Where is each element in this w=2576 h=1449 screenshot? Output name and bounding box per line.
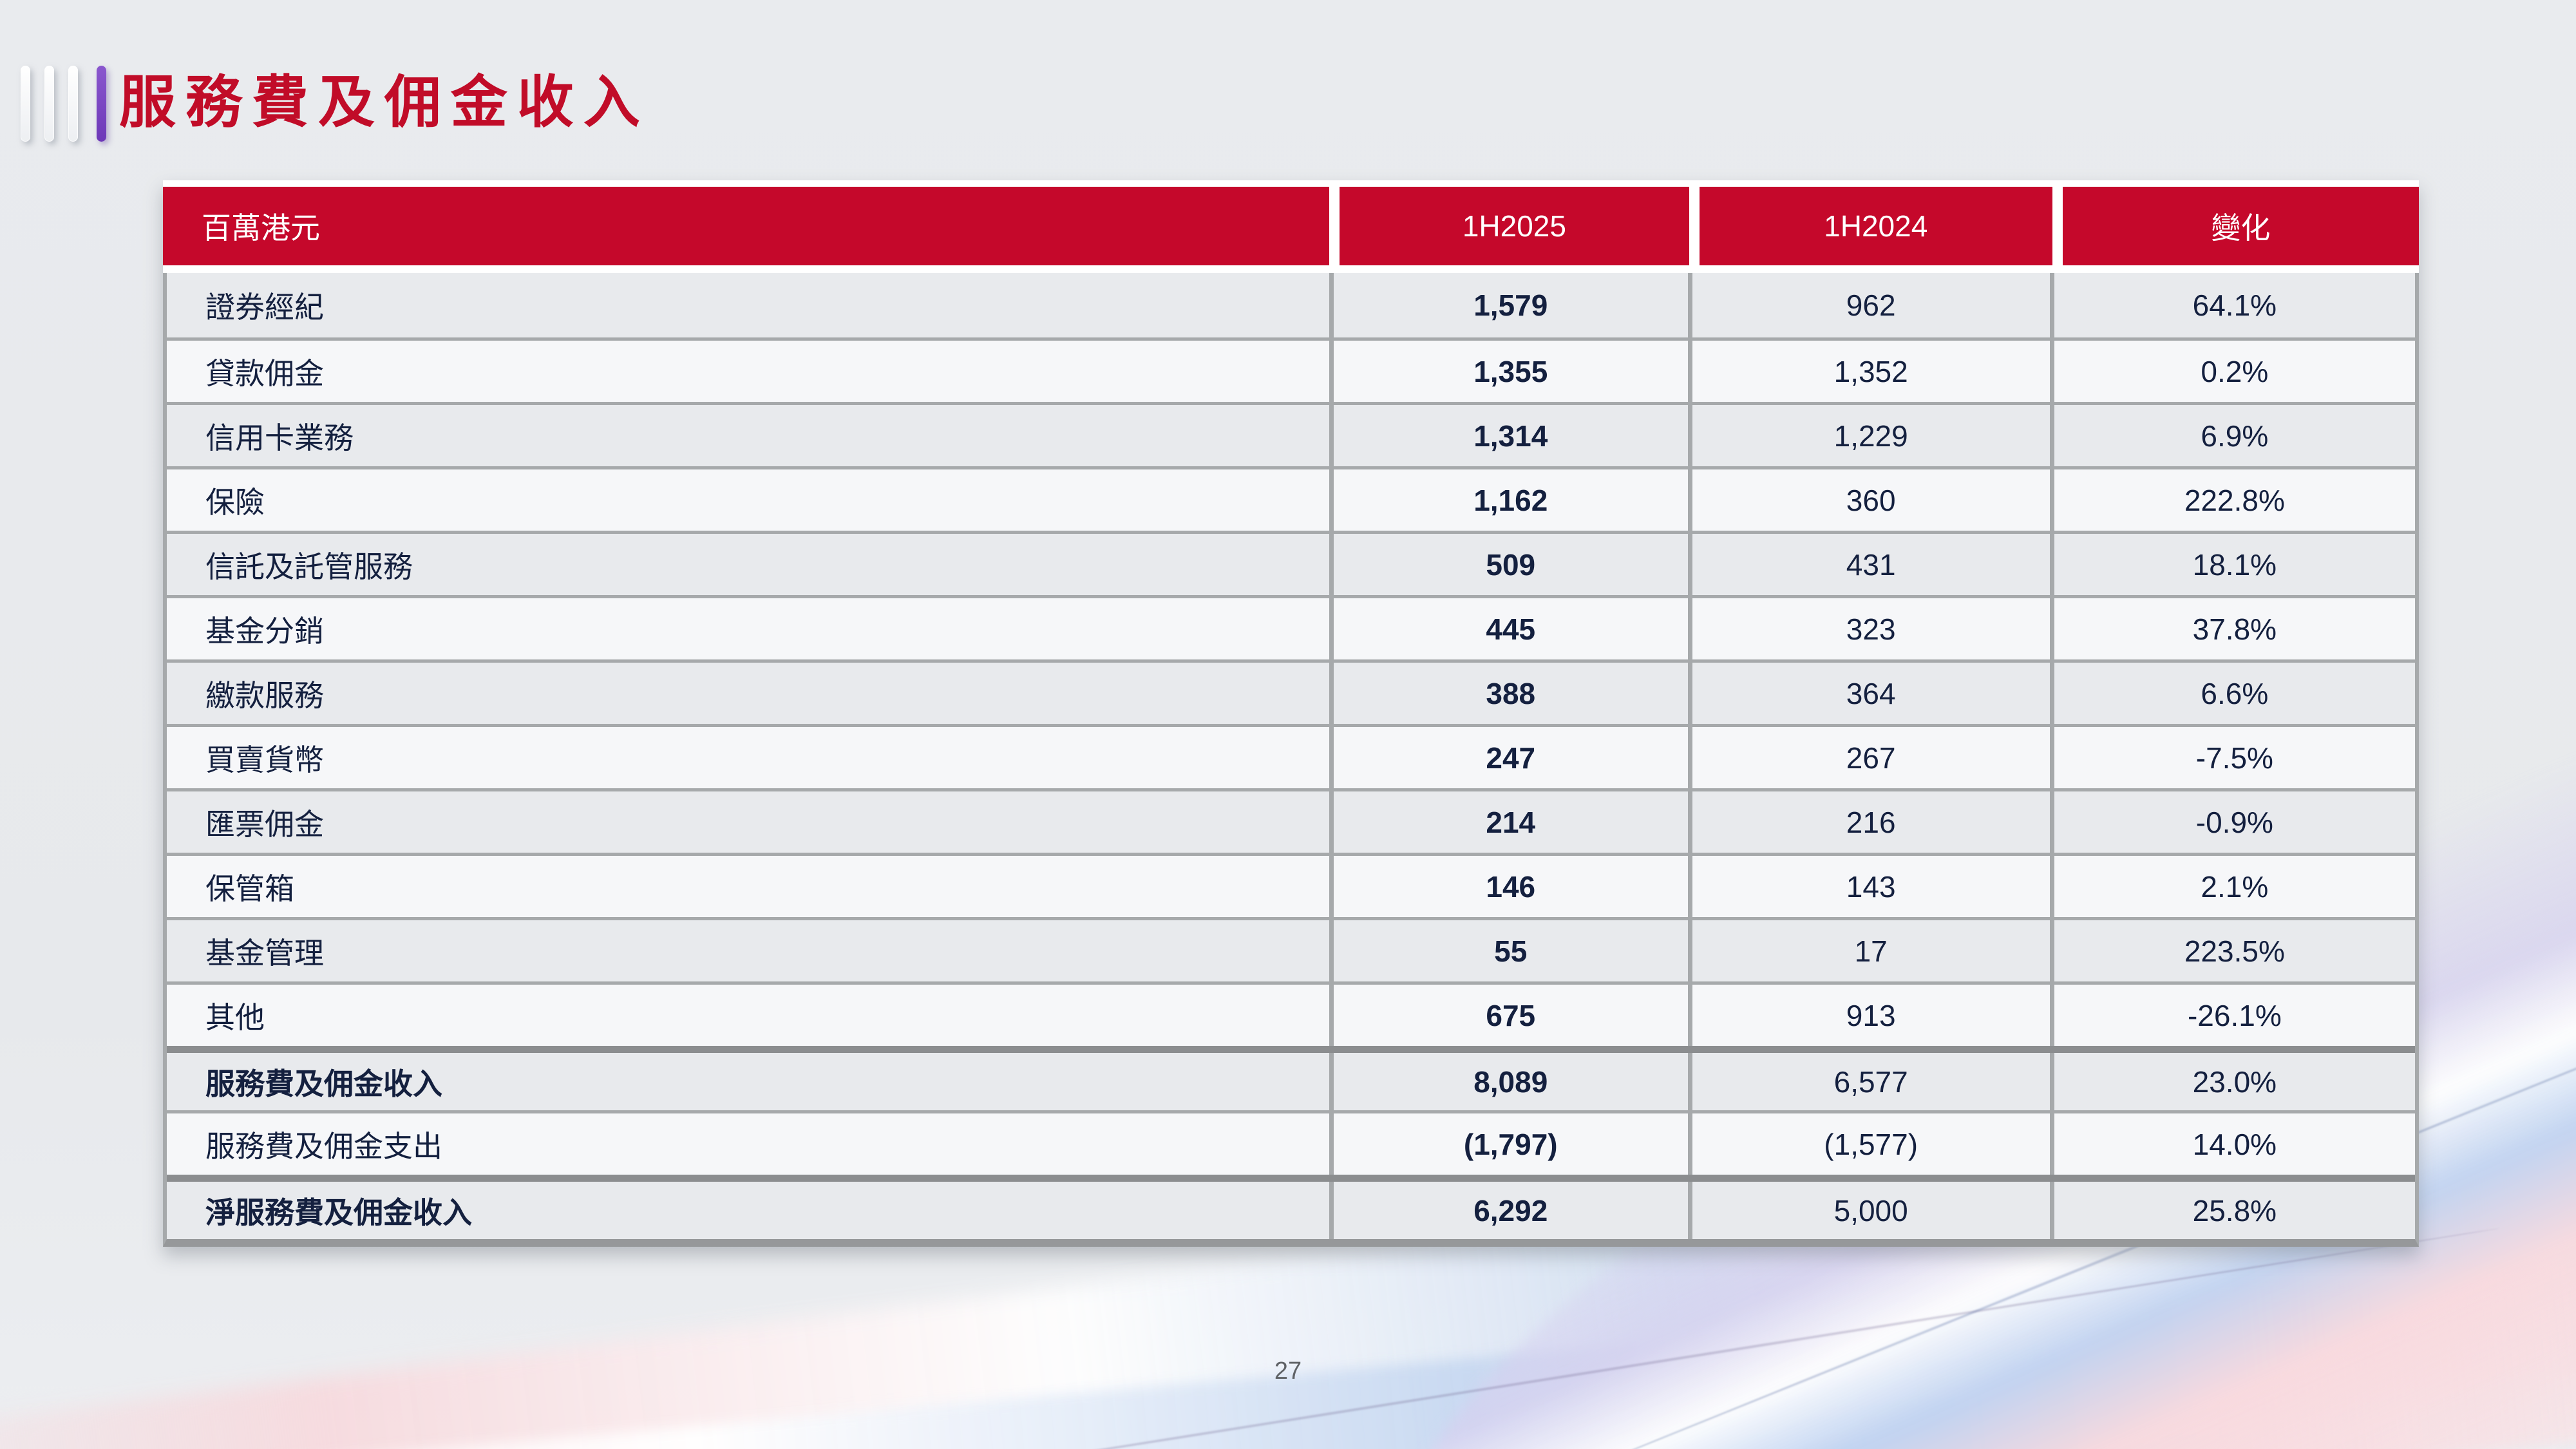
wave-line-decoration (591, 1227, 2500, 1449)
value-1h2025-cell: 1,314 (1329, 405, 1688, 466)
table-header-row: 百萬港元 1H2025 1H2024 變化 (163, 187, 2419, 265)
value-change-cell: 37.8% (2049, 598, 2415, 659)
value-1h2025-cell: 8,089 (1329, 1053, 1688, 1110)
row-label-cell: 基金管理 (167, 920, 1329, 981)
value-change-cell: 18.1% (2049, 534, 2415, 595)
page-title: 服務費及佣金收入 (119, 70, 650, 134)
table-row: 服務費及佣金收入 8,089 6,577 23.0% (167, 1046, 2415, 1110)
value-change-cell: 6.6% (2049, 663, 2415, 724)
table-row: 證券經紀 1,579 962 64.1% (167, 273, 2415, 337)
value-1h2025-cell: 214 (1329, 791, 1688, 853)
table-header-1h2024: 1H2024 (1689, 187, 2052, 265)
value-1h2024-cell: 360 (1687, 469, 2050, 531)
table-row: 匯票佣金 214 216 -0.9% (167, 788, 2415, 853)
accent-bars-icon (21, 66, 130, 143)
table-row: 基金分銷 445 323 37.8% (167, 595, 2415, 659)
value-1h2025-cell: 1,579 (1329, 273, 1688, 337)
value-1h2024-cell: 17 (1687, 920, 2050, 981)
wave-decoration (0, 1237, 2576, 1449)
row-label-cell: 淨服務費及佣金收入 (167, 1182, 1329, 1239)
value-1h2025-cell: 675 (1329, 985, 1688, 1046)
value-1h2025-cell: 445 (1329, 598, 1688, 659)
fee-commission-table: 百萬港元 1H2025 1H2024 變化 證券經紀 1,579 962 64.… (163, 180, 2419, 1247)
value-change-cell: 14.0% (2049, 1113, 2415, 1175)
value-1h2024-cell: (1,577) (1687, 1113, 2050, 1175)
value-1h2025-cell: 1,162 (1329, 469, 1688, 531)
table-row: 服務費及佣金支出 (1,797) (1,577) 14.0% (167, 1110, 2415, 1175)
value-change-cell: 23.0% (2049, 1053, 2415, 1110)
row-label-cell: 保管箱 (167, 856, 1329, 917)
value-1h2025-cell: 509 (1329, 534, 1688, 595)
value-1h2024-cell: 913 (1687, 985, 2050, 1046)
value-1h2024-cell: 143 (1687, 856, 2050, 917)
value-change-cell: 64.1% (2049, 273, 2415, 337)
value-change-cell: 222.8% (2049, 469, 2415, 531)
value-1h2025-cell: 388 (1329, 663, 1688, 724)
value-1h2024-cell: 364 (1687, 663, 2050, 724)
value-change-cell: -7.5% (2049, 727, 2415, 788)
accent-bar-icon (21, 66, 30, 142)
value-1h2024-cell: 431 (1687, 534, 2050, 595)
table-body: 證券經紀 1,579 962 64.1% 貸款佣金 1,355 1,352 0.… (163, 273, 2419, 1247)
table-row: 買賣貨幣 247 267 -7.5% (167, 724, 2415, 788)
row-label-cell: 買賣貨幣 (167, 727, 1329, 788)
row-label-cell: 信用卡業務 (167, 405, 1329, 466)
row-label-cell: 其他 (167, 985, 1329, 1046)
value-change-cell: 0.2% (2049, 341, 2415, 402)
value-1h2024-cell: 6,577 (1687, 1053, 2050, 1110)
value-1h2025-cell: 55 (1329, 920, 1688, 981)
value-change-cell: -0.9% (2049, 791, 2415, 853)
row-label-cell: 證券經紀 (167, 273, 1329, 337)
value-change-cell: 25.8% (2049, 1182, 2415, 1239)
row-label-cell: 匯票佣金 (167, 791, 1329, 853)
table-row: 淨服務費及佣金收入 6,292 5,000 25.8% (167, 1175, 2415, 1239)
table-row: 其他 675 913 -26.1% (167, 981, 2415, 1046)
row-label-cell: 繳款服務 (167, 663, 1329, 724)
value-change-cell: 2.1% (2049, 856, 2415, 917)
row-label-cell: 服務費及佣金收入 (167, 1053, 1329, 1110)
table-row: 貸款佣金 1,355 1,352 0.2% (167, 337, 2415, 402)
value-1h2024-cell: 5,000 (1687, 1182, 2050, 1239)
row-label-cell: 基金分銷 (167, 598, 1329, 659)
accent-bar-icon (44, 66, 54, 142)
row-label-cell: 信託及託管服務 (167, 534, 1329, 595)
table-row: 信託及託管服務 509 431 18.1% (167, 531, 2415, 595)
value-change-cell: 6.9% (2049, 405, 2415, 466)
value-1h2024-cell: 267 (1687, 727, 2050, 788)
row-label-cell: 貸款佣金 (167, 341, 1329, 402)
value-1h2024-cell: 962 (1687, 273, 2050, 337)
table-header-change: 變化 (2052, 187, 2419, 265)
table-row: 基金管理 55 17 223.5% (167, 917, 2415, 981)
table-row: 繳款服務 388 364 6.6% (167, 659, 2415, 724)
value-1h2025-cell: (1,797) (1329, 1113, 1688, 1175)
value-change-cell: 223.5% (2049, 920, 2415, 981)
value-1h2025-cell: 146 (1329, 856, 1688, 917)
row-label-cell: 服務費及佣金支出 (167, 1113, 1329, 1175)
accent-bar-icon (68, 66, 78, 142)
table-row: 信用卡業務 1,314 1,229 6.9% (167, 402, 2415, 466)
value-1h2024-cell: 216 (1687, 791, 2050, 853)
value-1h2024-cell: 323 (1687, 598, 2050, 659)
accent-bar-purple-icon (97, 66, 106, 142)
table-header-1h2025: 1H2025 (1329, 187, 1689, 265)
value-1h2025-cell: 6,292 (1329, 1182, 1688, 1239)
value-1h2024-cell: 1,229 (1687, 405, 2050, 466)
value-1h2025-cell: 247 (1329, 727, 1688, 788)
table-header-unit: 百萬港元 (163, 187, 1330, 265)
value-1h2025-cell: 1,355 (1329, 341, 1688, 402)
value-change-cell: -26.1% (2049, 985, 2415, 1046)
table-row: 保管箱 146 143 2.1% (167, 853, 2415, 917)
row-label-cell: 保險 (167, 469, 1329, 531)
page-number: 27 (1274, 1358, 1302, 1385)
value-1h2024-cell: 1,352 (1687, 341, 2050, 402)
table-row: 保險 1,162 360 222.8% (167, 466, 2415, 531)
